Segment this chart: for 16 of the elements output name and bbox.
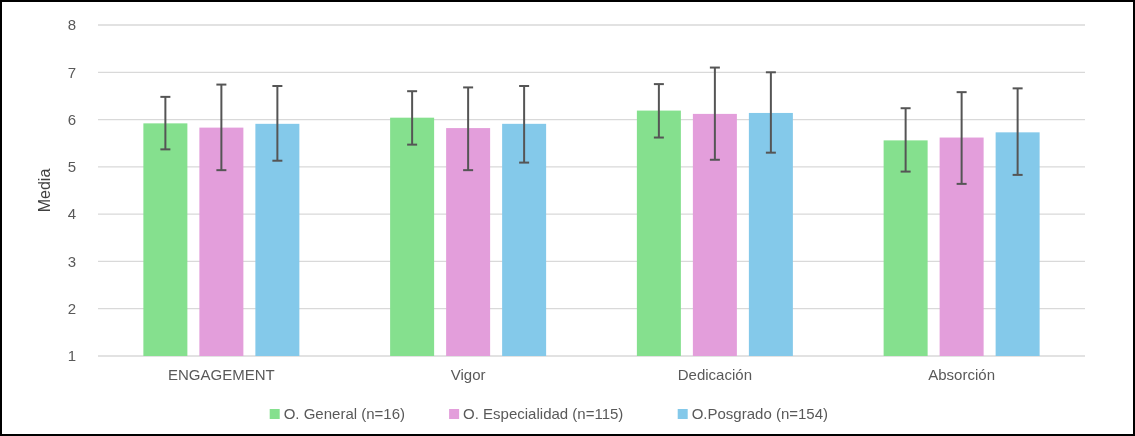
y-tick-label: 2 <box>67 299 76 317</box>
y-tick-label: 1 <box>67 347 76 365</box>
x-tick-label: ENGAGEMENT <box>168 366 275 383</box>
y-tick-label: 3 <box>67 252 76 270</box>
y-tick-label: 6 <box>67 110 76 128</box>
x-tick-label: Vigor <box>450 366 486 383</box>
legend-label: O.Posgrado (n=154) <box>691 405 829 423</box>
y-tick-label: 4 <box>67 205 76 223</box>
legend-label: O. Especialidad (n=115) <box>463 405 624 423</box>
y-tick-label: 8 <box>67 16 76 34</box>
x-tick-label: Dedicación <box>677 366 752 383</box>
y-tick-label: 7 <box>67 63 76 81</box>
y-tick-label: 5 <box>67 158 76 176</box>
legend-label: O. General (n=16) <box>283 405 406 423</box>
y-axis-title: Media <box>36 168 53 213</box>
x-tick-label: Absorción <box>928 366 995 383</box>
